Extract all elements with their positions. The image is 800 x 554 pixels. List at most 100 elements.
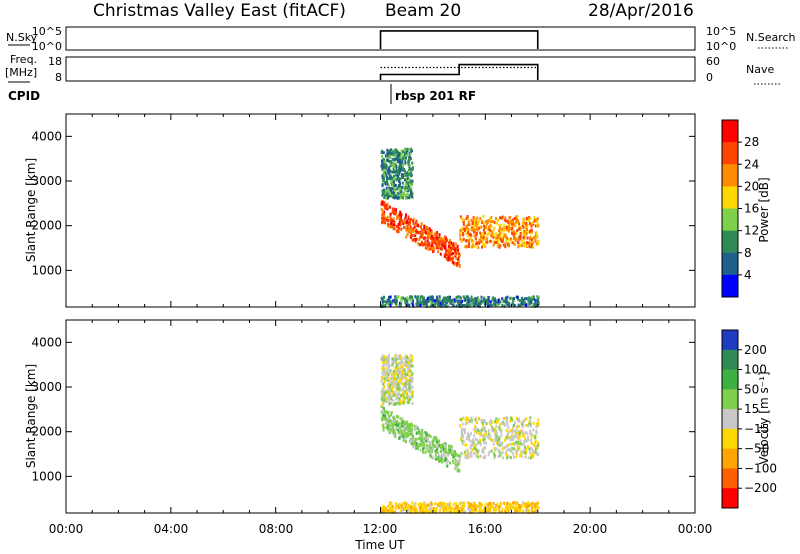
data-point (450, 248, 453, 252)
data-point (472, 437, 475, 441)
data-point (389, 382, 392, 386)
data-point (482, 221, 485, 225)
data-point (524, 222, 527, 226)
data-point (480, 503, 483, 507)
data-point (393, 170, 396, 174)
data-point (506, 501, 509, 505)
data-point (446, 459, 449, 463)
data-point (396, 224, 399, 228)
data-point (491, 298, 494, 302)
data-point (521, 429, 524, 433)
data-point (499, 226, 502, 230)
data-point (410, 510, 413, 514)
data-point (399, 177, 402, 181)
data-point (533, 297, 536, 301)
data-point (412, 304, 415, 308)
data-point (413, 508, 416, 512)
data-point (455, 510, 458, 514)
data-point (392, 175, 395, 179)
data-point (495, 508, 498, 512)
data-point (457, 258, 460, 262)
data-point (414, 230, 417, 234)
data-point (516, 215, 519, 219)
data-point (408, 168, 411, 172)
data-point (518, 222, 521, 226)
nsky-panel: N.Sky 10^5 10^0 10^5 10^0 N.Search (6, 25, 796, 53)
data-point (489, 501, 492, 505)
data-point (413, 510, 416, 514)
data-point (454, 461, 457, 465)
data-point (531, 242, 534, 246)
nsearch-label: N.Search (746, 31, 796, 44)
data-point (511, 301, 514, 305)
data-point (441, 304, 444, 308)
data-point (405, 432, 408, 436)
data-point (405, 440, 408, 444)
data-point (532, 222, 535, 226)
data-point (503, 225, 506, 229)
data-point (520, 450, 523, 454)
data-point (518, 417, 521, 421)
data-point (503, 218, 506, 222)
data-point (525, 221, 528, 225)
data-point (392, 167, 395, 171)
data-point (423, 506, 426, 510)
data-point (500, 510, 503, 514)
data-point (498, 223, 501, 227)
data-point (513, 236, 516, 240)
data-point (395, 162, 398, 166)
data-point (417, 242, 420, 246)
data-point (393, 373, 396, 377)
data-point (445, 461, 448, 465)
data-point (391, 386, 394, 390)
data-point (495, 236, 498, 240)
data-point (420, 432, 423, 436)
data-point (395, 208, 398, 212)
data-point (383, 358, 386, 362)
data-point (510, 434, 513, 438)
data-point (491, 220, 494, 224)
data-point (409, 369, 412, 373)
data-point (386, 193, 389, 197)
data-point (512, 218, 515, 222)
data-point (512, 237, 515, 241)
data-point (409, 390, 412, 394)
data-point (438, 459, 441, 463)
data-point (408, 357, 411, 361)
data-point (404, 372, 407, 376)
data-point (410, 149, 413, 153)
data-point (384, 396, 387, 400)
nsky-label: N.Sky (6, 31, 38, 44)
data-point (470, 440, 473, 444)
data-point (386, 207, 389, 211)
data-point (461, 439, 464, 443)
data-point (482, 243, 485, 247)
data-point (518, 235, 521, 239)
data-point (445, 507, 448, 511)
data-point (482, 441, 485, 445)
data-point (514, 432, 517, 436)
data-point (474, 237, 477, 241)
data-point (494, 506, 497, 510)
data-point (495, 217, 498, 221)
x-tick-label-5: 20:00 (573, 522, 608, 536)
data-point (423, 226, 426, 230)
data-point (424, 431, 427, 435)
data-point (399, 388, 402, 392)
data-point (384, 509, 387, 513)
data-point (459, 300, 462, 304)
data-point (470, 509, 473, 513)
data-point (388, 423, 391, 427)
data-point (446, 252, 449, 256)
data-point (381, 174, 384, 178)
data-point (471, 510, 474, 514)
data-point (524, 504, 527, 508)
data-point (394, 506, 397, 510)
data-point (420, 508, 423, 512)
data-point (519, 504, 522, 508)
colorbar-tick-label: 200 (744, 343, 767, 357)
data-point (398, 190, 401, 194)
data-point (511, 418, 514, 422)
